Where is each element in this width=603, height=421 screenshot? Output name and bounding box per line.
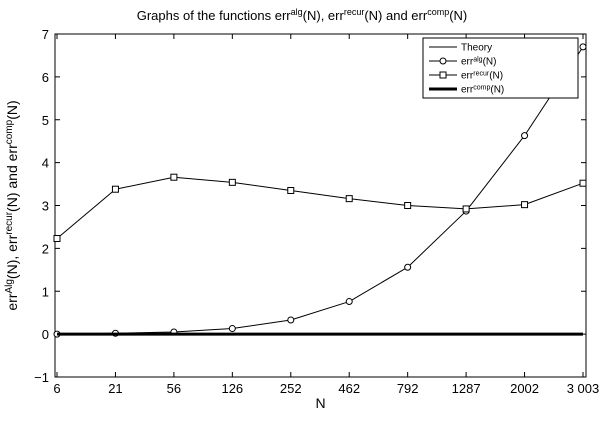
data-point xyxy=(53,235,61,243)
x-tick-label: 21 xyxy=(108,381,122,396)
data-point xyxy=(345,298,353,306)
series-line-2 xyxy=(56,176,584,239)
x-tick-label: 2002 xyxy=(510,381,539,396)
series-2 xyxy=(53,173,587,243)
y-axis-label: errAlg(N), errrecur(N) and errcomp(N) xyxy=(4,100,21,310)
data-point xyxy=(404,263,412,271)
data-point xyxy=(521,132,529,140)
data-point xyxy=(170,173,178,181)
data-point xyxy=(287,186,295,194)
data-point xyxy=(404,202,412,209)
data-point xyxy=(287,316,295,324)
y-tick-label: 7 xyxy=(42,27,49,42)
data-point xyxy=(228,178,236,186)
x-tick-label: 462 xyxy=(338,381,360,396)
data-point xyxy=(521,201,529,209)
x-tick-label: 252 xyxy=(280,381,302,396)
series-layer xyxy=(53,43,587,338)
legend-entry: errrecur(N) xyxy=(429,70,503,82)
y-tick-label: 3 xyxy=(42,199,49,214)
y-tick-label: 0 xyxy=(42,327,49,342)
x-tick-label: 126 xyxy=(221,381,243,396)
data-point xyxy=(111,185,119,193)
x-axis-label: N xyxy=(315,395,325,411)
y-tick-label: −1 xyxy=(34,370,49,385)
legend-label: erralg(N) xyxy=(461,56,496,68)
legend: Theory erralg(N) errrecur(N) errcomp(N) xyxy=(422,37,579,99)
data-point xyxy=(579,43,587,51)
data-point xyxy=(462,205,470,213)
x-axis: 6 21 56 126 252 462 792 1287 2002 3 003 xyxy=(53,34,599,396)
x-tick-label: 1287 xyxy=(452,381,481,396)
legend-marker xyxy=(439,57,447,65)
legend-label: errcomp(N) xyxy=(461,84,504,96)
y-tick-label: 2 xyxy=(42,241,49,256)
x-tick-label: 3 003 xyxy=(567,381,600,396)
data-point xyxy=(579,179,587,187)
legend-label: errrecur(N) xyxy=(461,70,503,82)
legend-label: Theory xyxy=(461,43,492,54)
legend-entry: errcomp(N) xyxy=(429,84,504,96)
data-point xyxy=(345,195,353,203)
x-tick-label: 792 xyxy=(397,381,419,396)
legend-entry: erralg(N) xyxy=(429,56,496,68)
y-tick-label: 6 xyxy=(42,70,49,85)
legend-marker xyxy=(439,71,447,79)
series-line-1 xyxy=(56,46,584,335)
chart-title: Graphs of the functions erralg(N), errre… xyxy=(137,7,468,23)
legend-entry: Theory xyxy=(429,43,492,54)
y-tick-label: 1 xyxy=(42,284,49,299)
data-point xyxy=(228,325,236,333)
x-tick-label: 6 xyxy=(53,381,60,396)
y-tick-label: 4 xyxy=(42,156,49,171)
y-tick-label: 5 xyxy=(42,113,49,128)
x-tick-label: 56 xyxy=(167,381,181,396)
